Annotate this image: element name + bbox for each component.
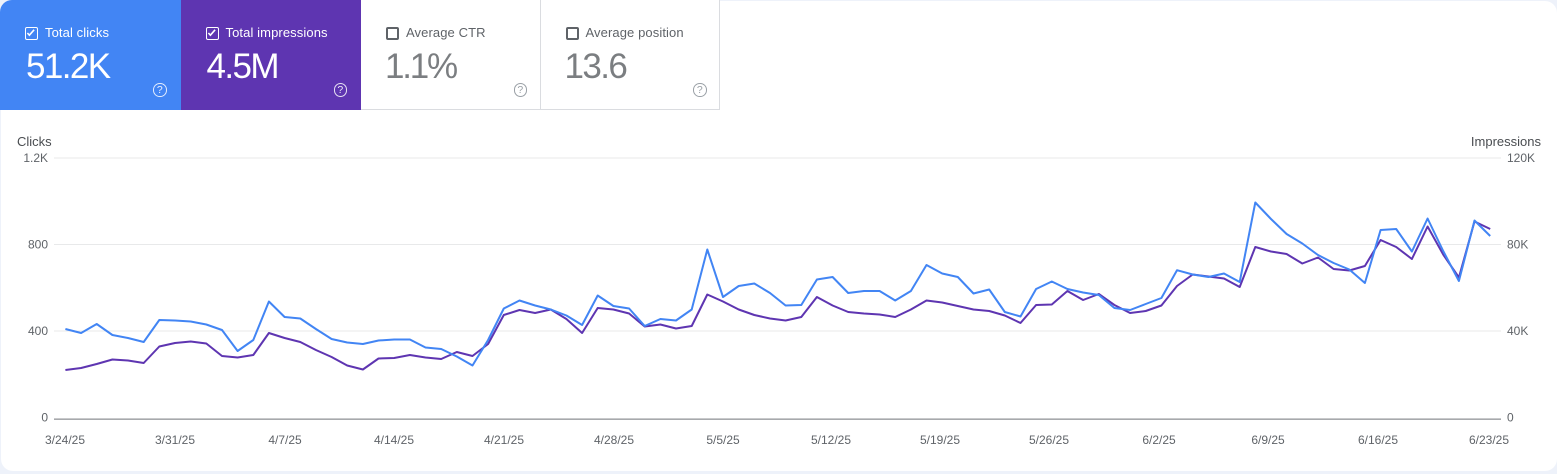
- svg-text:80K: 80K: [1507, 238, 1528, 252]
- svg-text:1.2K: 1.2K: [23, 151, 48, 165]
- svg-text:5/12/25: 5/12/25: [811, 433, 851, 447]
- svg-text:6/23/25: 6/23/25: [1469, 433, 1509, 447]
- svg-text:Clicks: Clicks: [17, 134, 52, 149]
- svg-text:40K: 40K: [1507, 324, 1528, 338]
- svg-text:4/28/25: 4/28/25: [594, 433, 634, 447]
- svg-text:800: 800: [28, 238, 48, 252]
- svg-text:4/7/25: 4/7/25: [268, 433, 302, 447]
- svg-text:5/26/25: 5/26/25: [1029, 433, 1069, 447]
- svg-text:5/5/25: 5/5/25: [706, 433, 740, 447]
- svg-text:400: 400: [28, 324, 48, 338]
- svg-text:5/19/25: 5/19/25: [920, 433, 960, 447]
- svg-text:0: 0: [1507, 411, 1514, 425]
- svg-text:Impressions: Impressions: [1471, 134, 1542, 149]
- svg-text:4/14/25: 4/14/25: [374, 433, 414, 447]
- svg-text:3/24/25: 3/24/25: [45, 433, 85, 447]
- svg-text:6/16/25: 6/16/25: [1358, 433, 1398, 447]
- svg-text:0: 0: [41, 411, 48, 425]
- svg-text:6/2/25: 6/2/25: [1142, 433, 1176, 447]
- svg-text:120K: 120K: [1507, 151, 1535, 165]
- svg-text:4/21/25: 4/21/25: [484, 433, 524, 447]
- svg-text:6/9/25: 6/9/25: [1251, 433, 1285, 447]
- svg-text:3/31/25: 3/31/25: [155, 433, 195, 447]
